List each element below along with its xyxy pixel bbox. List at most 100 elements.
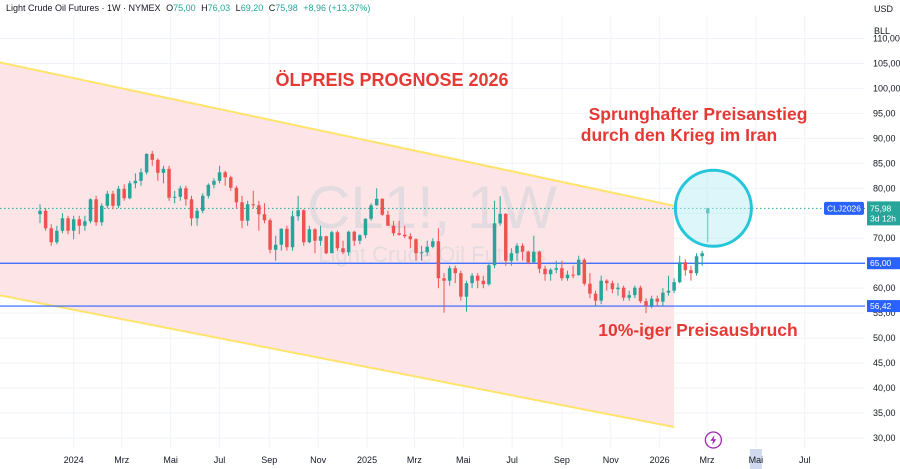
legend-header: Light Crude Oil Futures · 1W · NYMEX O75…	[6, 3, 370, 13]
candle-body	[195, 210, 199, 219]
annotation-title: ÖLPREIS PROGNOSE 2026	[275, 70, 508, 90]
price-tick-label: 90,00	[873, 133, 896, 143]
time-tick-label: Sep	[554, 455, 570, 465]
candle-body	[666, 290, 671, 293]
chart-watermark: CL1!, 1W Light Crude Oil Futures	[307, 174, 557, 267]
candle-body	[447, 268, 452, 281]
candle-body	[324, 236, 328, 254]
candle-body	[470, 275, 474, 284]
lightning-bolt-icon[interactable]	[704, 431, 723, 449]
time-axis-labels: 2024 Mrz Mai Jul Sep Nov 2025 Mrz Mai Jul Sep Nov 20…	[64, 455, 811, 465]
candle-body	[436, 241, 441, 279]
candle-body	[571, 274, 575, 276]
time-tick-label: Mrz	[699, 455, 714, 465]
candle-body	[481, 280, 486, 285]
candle-body	[285, 228, 289, 248]
candle-body	[307, 229, 312, 243]
candle-body	[492, 223, 497, 266]
candle-body	[515, 245, 519, 254]
annotation-surge-line1: Sprunghafter Preisanstieg	[589, 104, 808, 124]
time-tick-label: Jul	[799, 455, 811, 465]
candle-body	[335, 232, 340, 249]
candle-body	[425, 246, 429, 253]
level-65-badge: 65,00	[867, 257, 900, 270]
candle-body	[543, 268, 547, 275]
candle-body	[290, 216, 295, 248]
candle-body	[66, 218, 70, 231]
price-tick-label: 40,00	[873, 383, 896, 393]
time-axis[interactable]: 2024 Mrz Mai Jul Sep Nov 2025 Mrz Mai Jul Sep Nov 20…	[0, 449, 900, 469]
candle-body	[116, 188, 121, 206]
candle-body	[172, 196, 177, 198]
candle-body	[313, 229, 317, 241]
price-axis[interactable]: USD BLL 30,00 35,00 40,00 45,00 50,00 55,00 60…	[824, 0, 900, 449]
channel-upper-line	[0, 61, 675, 207]
annotations: ÖLPREIS PROGNOSE 2026 Sprunghafter Preis…	[275, 70, 807, 340]
candle-body	[189, 199, 194, 219]
candle-body	[644, 301, 648, 306]
candle-body	[262, 214, 267, 221]
candle-body	[128, 183, 132, 199]
price-tick-label: 105,00	[873, 58, 900, 68]
candle-body	[133, 180, 138, 184]
candle-body	[83, 221, 87, 226]
candle-body	[706, 208, 710, 214]
price-tick-label: 55,00	[873, 308, 896, 318]
candle-body	[71, 219, 76, 231]
candle-body	[346, 231, 351, 253]
time-tick-label: Mai	[749, 455, 764, 465]
candle-body	[403, 234, 407, 237]
price-tick-label: 35,00	[873, 408, 896, 418]
candle-body	[251, 204, 255, 206]
time-tick-label: Nov	[603, 455, 620, 465]
candle-body	[638, 287, 643, 302]
candle-body	[593, 293, 598, 301]
annotation-breakout: 10%-iger Preisausbruch	[598, 320, 797, 340]
candle-body	[397, 233, 401, 235]
time-tick-label: Sep	[261, 455, 277, 465]
candle-body	[633, 287, 637, 296]
candle-body	[111, 193, 115, 206]
svg-text:Light Crude Oil Futures · 1W ·: Light Crude Oil Futures · 1W · NYMEX O75…	[6, 3, 370, 13]
candle-body	[279, 228, 284, 245]
price-axis-currency: USD	[874, 4, 894, 14]
candle-body	[139, 172, 143, 181]
candle-body	[459, 273, 463, 297]
candle-body	[273, 244, 278, 250]
price-tick-label: 60,00	[873, 283, 896, 293]
last-price-countdown: 3d 12h	[870, 213, 896, 223]
time-tick-label: Mrz	[407, 455, 422, 465]
candle-body	[49, 228, 53, 243]
candle-body	[464, 283, 469, 297]
candle-body	[352, 231, 356, 241]
candle-body	[122, 188, 126, 199]
candle-body	[330, 232, 334, 254]
candle-body	[419, 252, 424, 254]
candle-body	[55, 230, 59, 243]
price-tick-label: 100,00	[873, 83, 900, 93]
candle-body	[217, 172, 222, 181]
candle-body	[296, 210, 300, 217]
candle-body	[576, 259, 581, 276]
candle-body	[318, 236, 323, 241]
candle-body	[234, 187, 239, 203]
symbol-badge-label: CLJ2026	[827, 203, 861, 213]
candle-body	[560, 268, 564, 279]
candle-body	[504, 213, 508, 261]
candlestick-series[interactable]	[38, 150, 710, 314]
candle-body	[565, 274, 570, 279]
price-tick-label: 80,00	[873, 183, 896, 193]
candle-body	[655, 298, 660, 302]
time-tick-label: Mrz	[114, 455, 129, 465]
candle-body	[520, 245, 525, 252]
future-range-marker	[749, 449, 762, 469]
candle-body	[677, 262, 682, 283]
candle-body	[649, 298, 654, 306]
candle-body	[582, 259, 587, 284]
level-56-badge: 56,42	[867, 300, 900, 313]
header-open: 75,00	[173, 3, 196, 13]
candle-body	[621, 287, 626, 298]
candle-body	[374, 198, 379, 206]
time-axis-background	[0, 449, 900, 469]
